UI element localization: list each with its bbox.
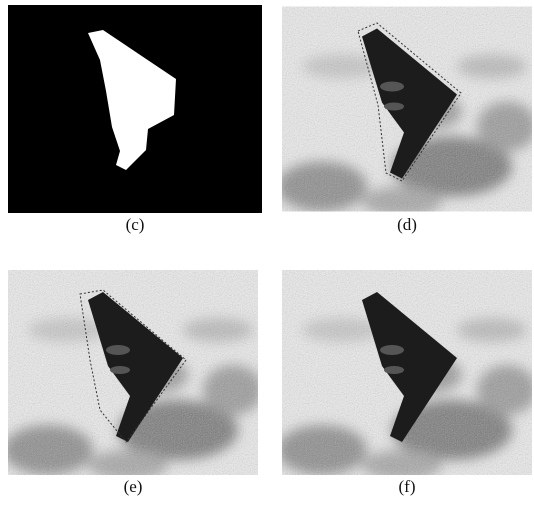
image — [277, 270, 534, 480]
panel-label: (f) — [399, 477, 416, 496]
image — [3, 270, 263, 480]
panel-f: (f) — [277, 270, 534, 496]
figure: (c) (d) (e) (f) — [0, 0, 534, 502]
panel-label: (d) — [397, 215, 417, 234]
panel-c: (c) — [8, 5, 262, 234]
panel-label: (c) — [126, 215, 145, 234]
panel-label: (e) — [124, 477, 143, 496]
panel-d: (d) — [277, 7, 534, 235]
panel-e: (e) — [3, 270, 263, 496]
image — [277, 7, 534, 217]
